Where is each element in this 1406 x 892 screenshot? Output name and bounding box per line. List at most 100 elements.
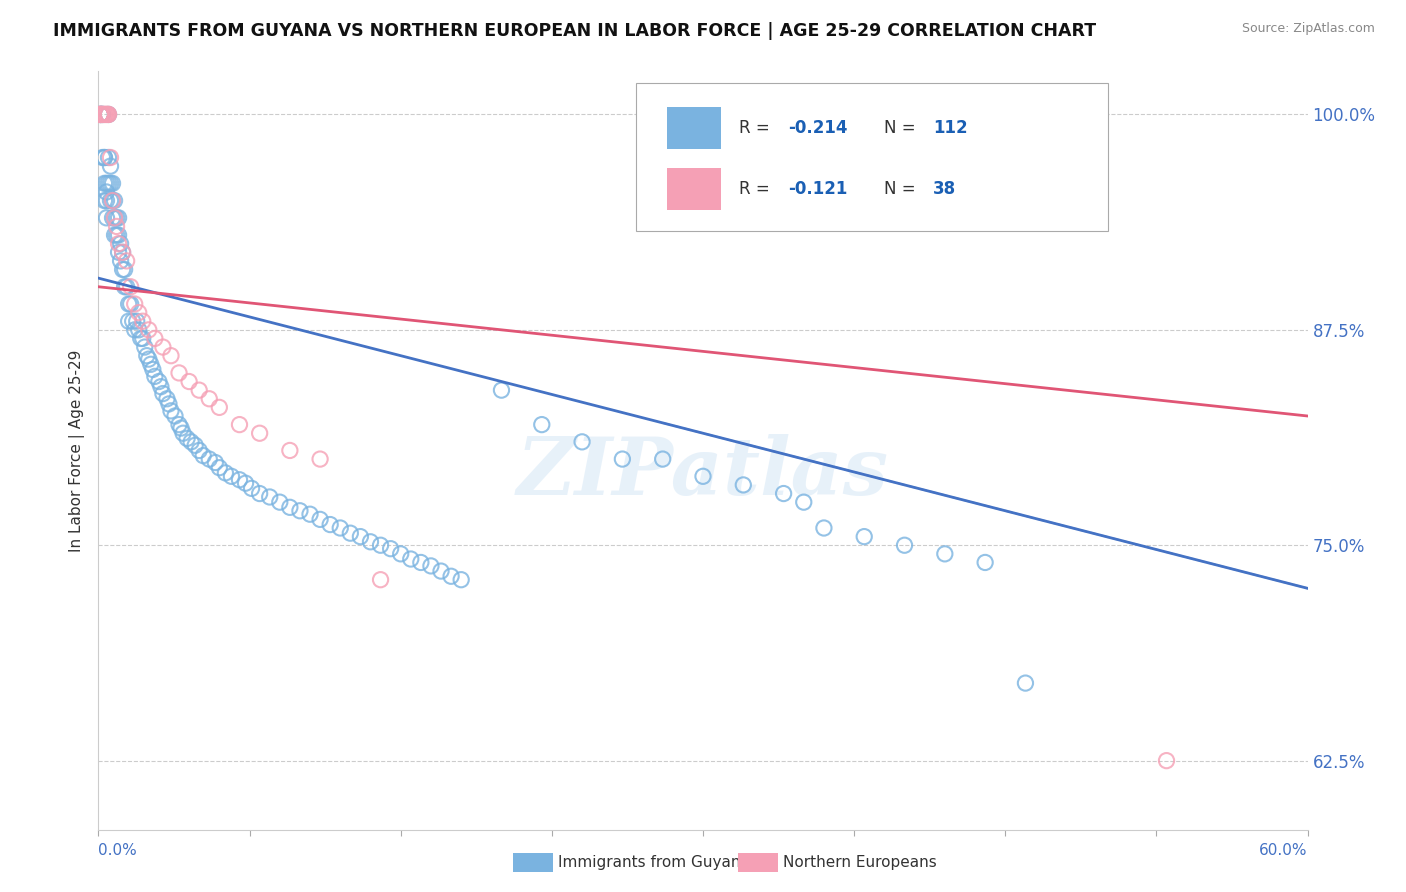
Y-axis label: In Labor Force | Age 25-29: In Labor Force | Age 25-29 bbox=[69, 350, 86, 551]
Text: Source: ZipAtlas.com: Source: ZipAtlas.com bbox=[1241, 22, 1375, 36]
Point bbox=[97, 107, 120, 121]
Point bbox=[198, 452, 221, 467]
Point bbox=[139, 357, 162, 371]
Point bbox=[278, 500, 301, 515]
Point bbox=[97, 107, 120, 121]
Point bbox=[115, 253, 138, 268]
Point bbox=[309, 512, 332, 526]
Point bbox=[105, 211, 128, 225]
Point bbox=[93, 151, 115, 165]
Text: Northern Europeans: Northern Europeans bbox=[783, 855, 936, 870]
Point bbox=[121, 314, 143, 328]
Point bbox=[793, 495, 815, 509]
Point bbox=[380, 541, 402, 556]
Point bbox=[339, 526, 361, 541]
Text: 60.0%: 60.0% bbox=[1260, 843, 1308, 858]
Point bbox=[132, 314, 155, 328]
Point bbox=[110, 253, 132, 268]
Point bbox=[107, 245, 129, 260]
Point bbox=[152, 386, 174, 401]
Point bbox=[97, 151, 120, 165]
Point bbox=[772, 486, 794, 500]
Text: Immigrants from Guyana: Immigrants from Guyana bbox=[558, 855, 749, 870]
Text: 112: 112 bbox=[932, 120, 967, 137]
Point bbox=[235, 476, 257, 491]
Point bbox=[204, 456, 226, 470]
Text: 0.0%: 0.0% bbox=[98, 843, 138, 858]
Point bbox=[228, 417, 250, 432]
Point bbox=[329, 521, 352, 535]
Point bbox=[491, 383, 513, 397]
Point bbox=[259, 490, 281, 504]
Point bbox=[179, 375, 201, 389]
Point bbox=[138, 352, 160, 367]
Point bbox=[208, 401, 231, 415]
Point bbox=[96, 211, 118, 225]
Point bbox=[114, 279, 136, 293]
Point bbox=[148, 375, 170, 389]
Point bbox=[100, 177, 122, 191]
Point bbox=[101, 177, 124, 191]
Point bbox=[138, 323, 160, 337]
Point bbox=[111, 245, 134, 260]
Point bbox=[105, 219, 128, 234]
Point bbox=[167, 366, 190, 380]
Point bbox=[450, 573, 472, 587]
Point bbox=[118, 314, 141, 328]
Point bbox=[118, 297, 141, 311]
Point bbox=[91, 107, 114, 121]
Text: N =: N = bbox=[884, 120, 921, 137]
Point bbox=[288, 504, 311, 518]
Point bbox=[853, 530, 876, 544]
Point bbox=[125, 314, 148, 328]
Point bbox=[89, 107, 111, 121]
Point bbox=[612, 452, 634, 467]
Point bbox=[101, 211, 124, 225]
Point bbox=[132, 331, 155, 345]
Point bbox=[105, 228, 128, 243]
Point bbox=[157, 397, 180, 411]
Point bbox=[571, 434, 593, 449]
Text: N =: N = bbox=[884, 180, 921, 198]
Point bbox=[319, 517, 342, 532]
Point bbox=[96, 177, 118, 191]
Point bbox=[96, 185, 118, 199]
Point bbox=[188, 383, 211, 397]
Point bbox=[101, 194, 124, 208]
Point bbox=[278, 443, 301, 458]
Point bbox=[156, 392, 179, 406]
Point bbox=[269, 495, 291, 509]
Point bbox=[97, 177, 120, 191]
Point bbox=[93, 107, 115, 121]
Point bbox=[180, 434, 202, 449]
Point bbox=[110, 236, 132, 251]
Point bbox=[100, 151, 122, 165]
Bar bbox=[666, 107, 721, 149]
Point bbox=[399, 552, 422, 566]
Point bbox=[107, 228, 129, 243]
Point bbox=[91, 107, 114, 121]
Point bbox=[1156, 754, 1178, 768]
Point bbox=[813, 521, 835, 535]
Point bbox=[96, 107, 118, 121]
Point bbox=[360, 534, 382, 549]
Point bbox=[228, 473, 250, 487]
Text: R =: R = bbox=[740, 120, 775, 137]
Point bbox=[120, 279, 142, 293]
Point bbox=[129, 331, 152, 345]
Point bbox=[89, 107, 111, 121]
Point bbox=[91, 151, 114, 165]
Point bbox=[91, 107, 114, 121]
Point bbox=[120, 297, 142, 311]
Point bbox=[440, 569, 463, 583]
Point bbox=[93, 177, 115, 191]
Text: IMMIGRANTS FROM GUYANA VS NORTHERN EUROPEAN IN LABOR FORCE | AGE 25-29 CORRELATI: IMMIGRANTS FROM GUYANA VS NORTHERN EUROP… bbox=[53, 22, 1097, 40]
Point bbox=[96, 194, 118, 208]
Point bbox=[143, 331, 166, 345]
Point bbox=[299, 507, 322, 521]
Point bbox=[167, 417, 190, 432]
Point bbox=[103, 211, 125, 225]
Text: ZIPatlas: ZIPatlas bbox=[517, 434, 889, 512]
Text: -0.121: -0.121 bbox=[787, 180, 846, 198]
Point bbox=[240, 481, 263, 495]
